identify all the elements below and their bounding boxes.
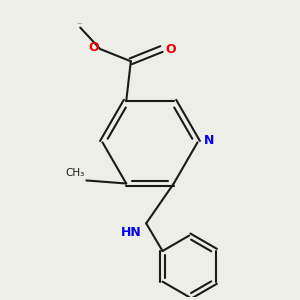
Text: CH₃: CH₃ [66,168,85,178]
Text: HN: HN [121,226,142,239]
Text: O: O [88,41,99,54]
Text: O: O [165,43,176,56]
Text: N: N [204,134,215,147]
Text: methyl: methyl [78,22,83,24]
